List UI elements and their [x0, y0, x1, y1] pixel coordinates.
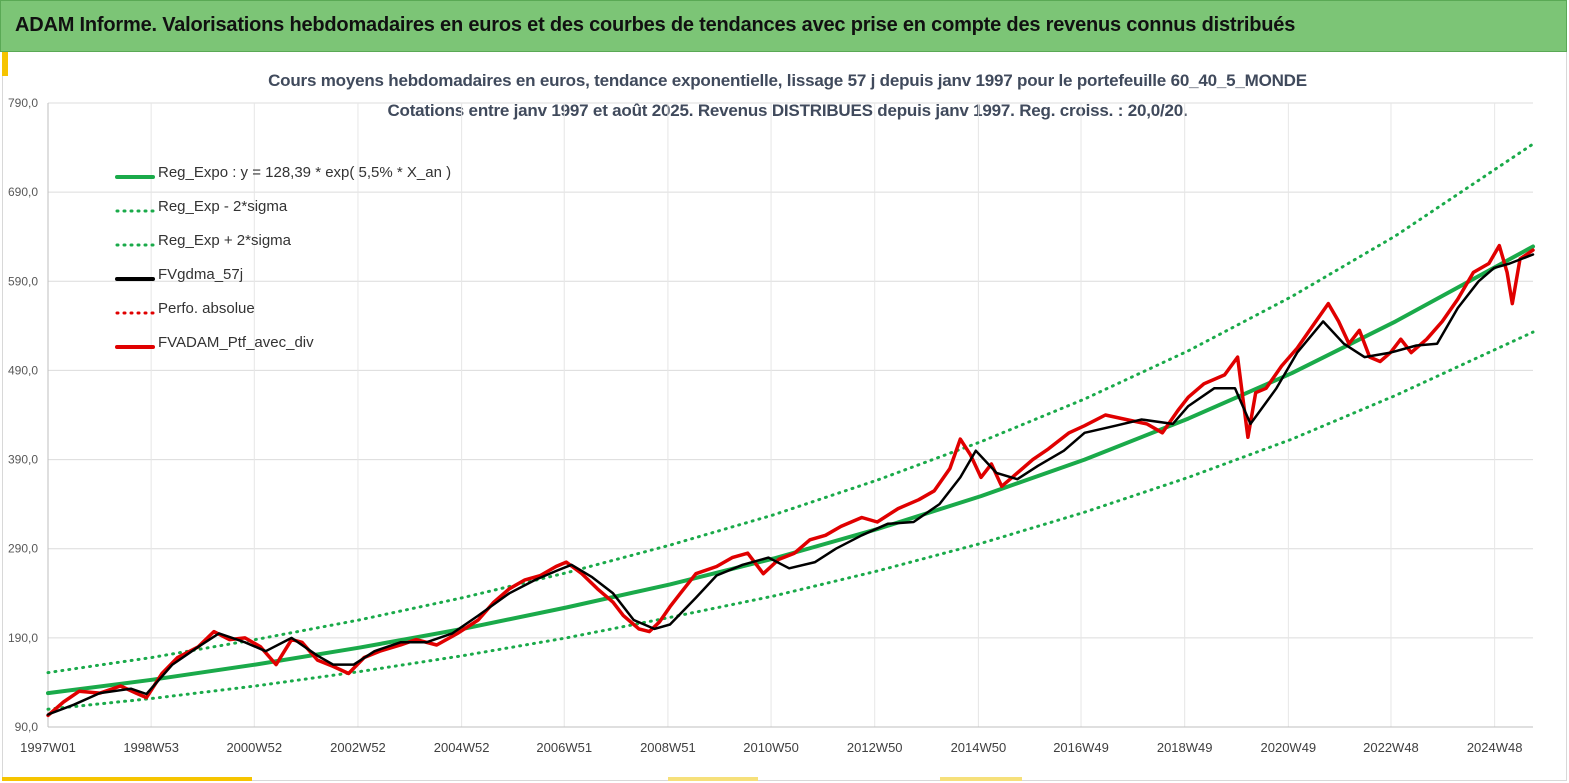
corner-accent	[2, 52, 8, 76]
legend-item: Reg_Exp - 2*sigma	[115, 198, 535, 222]
x-tick-label: 2008W51	[640, 740, 696, 755]
series-line-0	[46, 244, 1535, 696]
y-tick-label: 390,0	[8, 453, 38, 467]
x-tick-label: 1998W53	[123, 740, 179, 755]
chart-subtitle: Cotations entre janv 1997 et août 2025. …	[387, 101, 1188, 120]
x-tick-label: 2016W49	[1053, 740, 1109, 755]
legend-swatch	[115, 339, 155, 349]
legend-label: FVgdma_57j	[158, 266, 244, 283]
chart-title: Cours moyens hebdomadaires en euros, ten…	[268, 71, 1307, 90]
x-tick-label: 2014W50	[951, 740, 1007, 755]
y-tick-label: 190,0	[8, 631, 38, 645]
legend-swatch	[115, 237, 155, 247]
series-line-3	[46, 253, 1535, 716]
legend-swatch	[115, 169, 155, 179]
x-tick-label: 2006W51	[536, 740, 592, 755]
x-tick-label: 1997W01	[20, 740, 76, 755]
legend-label: Reg_Expo : y = 128,39 * exp( 5,5% * X_an…	[158, 164, 452, 181]
series-line-5	[46, 243, 1535, 718]
legend-item: FVADAM_Ptf_avec_div	[115, 334, 535, 358]
chart-frame	[2, 52, 1567, 781]
legend-item: FVgdma_57j	[115, 266, 535, 290]
y-tick-label: 690,0	[8, 185, 38, 199]
legend-swatch	[115, 203, 155, 213]
bottom-accent-3	[940, 777, 1022, 781]
x-tick-label: 2010W50	[743, 740, 799, 755]
x-tick-label: 2020W49	[1261, 740, 1317, 755]
y-tick-label: 290,0	[8, 542, 38, 556]
y-tick-label: 590,0	[8, 274, 38, 288]
legend-item: Reg_Exp + 2*sigma	[115, 232, 535, 256]
legend-swatch	[115, 271, 155, 281]
x-tick-label: 2022W48	[1363, 740, 1419, 755]
legend-swatch	[115, 305, 155, 315]
y-tick-label: 90,0	[15, 720, 39, 734]
x-tick-label: 2018W49	[1157, 740, 1213, 755]
legend-item: Perfo. absolue	[115, 300, 535, 324]
legend-label: FVADAM_Ptf_avec_div	[158, 334, 314, 351]
legend-label: Reg_Exp - 2*sigma	[158, 198, 288, 215]
bottom-accent-2	[668, 777, 758, 781]
x-tick-label: 2012W50	[847, 740, 903, 755]
x-tick-label: 2024W48	[1467, 740, 1523, 755]
series-line-2	[46, 142, 1535, 675]
x-tick-label: 2004W52	[434, 740, 490, 755]
header-banner: ADAM Informe. Valorisations hebdomadaire…	[0, 0, 1567, 52]
legend-item: Reg_Expo : y = 128,39 * exp( 5,5% * X_an…	[115, 164, 535, 188]
bottom-accent	[2, 777, 252, 781]
x-tick-label: 2000W52	[226, 740, 282, 755]
series-line-1	[46, 330, 1535, 711]
y-tick-label: 490,0	[8, 363, 38, 377]
banner-title: ADAM Informe. Valorisations hebdomadaire…	[15, 14, 1296, 36]
y-tick-label: 790,0	[8, 96, 38, 110]
x-tick-label: 2002W52	[330, 740, 386, 755]
legend-label: Perfo. absolue	[158, 300, 255, 317]
legend-label: Reg_Exp + 2*sigma	[158, 232, 291, 249]
